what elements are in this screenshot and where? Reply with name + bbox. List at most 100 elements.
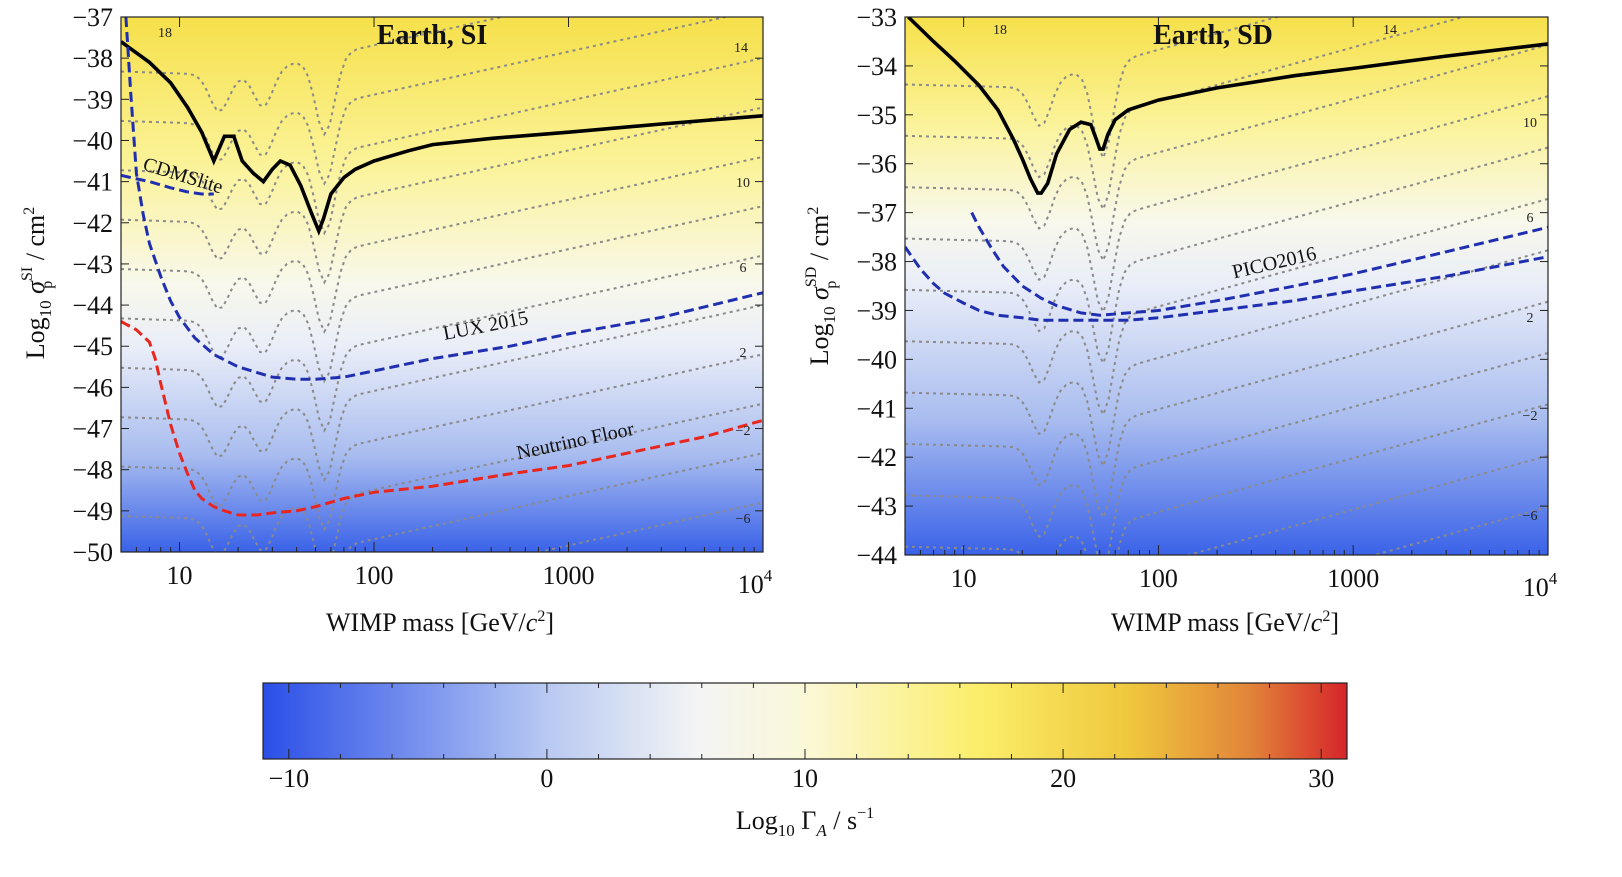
x-tick-label: 10 xyxy=(167,561,193,590)
contour-label: 14 xyxy=(734,41,748,56)
series-pico2016-lower--sd xyxy=(905,246,1548,322)
contour-line xyxy=(905,146,1548,366)
y-tick-label: −37 xyxy=(856,199,897,228)
colorbar-label: Log10 ΓA / s−1 xyxy=(736,805,874,840)
contour-label: 18 xyxy=(993,23,1007,38)
y-tick-label: −41 xyxy=(72,168,113,197)
y-tick-label: −33 xyxy=(856,3,897,32)
y-tick-label: −43 xyxy=(72,250,113,279)
series-lux-2015-si xyxy=(124,17,763,381)
contour-line xyxy=(121,155,763,334)
y-tick-label: −42 xyxy=(856,443,897,472)
contour-label: 10 xyxy=(1523,116,1537,131)
colorbar: −10 0 10 20 30 Log10 ΓA / s−1 xyxy=(262,682,1348,840)
contour-line xyxy=(345,452,763,552)
x-tick-label: 104 xyxy=(1523,569,1558,602)
series-pico2016-upper--sd xyxy=(970,211,1548,317)
panel-si: 18 14 10 6 2 −2 −6 −37 −38 −39 −40 −41 −42 −43 −44 −45… xyxy=(19,3,773,637)
y-tick-label: −38 xyxy=(72,44,113,73)
contour-line xyxy=(905,43,1548,264)
limit-curves-sd xyxy=(905,17,1548,322)
contour-line xyxy=(905,249,1548,469)
colorbar-tick-label: 0 xyxy=(540,764,553,793)
y-tick-label: −46 xyxy=(72,373,113,402)
contour-label: −6 xyxy=(736,512,751,527)
y-tick-label: −47 xyxy=(72,415,113,444)
y-tick-label: −39 xyxy=(72,85,113,114)
contour-label: −2 xyxy=(736,424,751,439)
y-tick-label: −39 xyxy=(856,296,897,325)
x-tick-label: 104 xyxy=(738,566,773,599)
y-tick-label: −49 xyxy=(72,497,113,526)
contour-line xyxy=(905,403,1548,555)
contour-line xyxy=(121,57,763,236)
y-tick-label: −35 xyxy=(856,101,897,130)
x-tick-label: 100 xyxy=(1139,564,1178,593)
y-tick-label: −50 xyxy=(72,538,113,567)
heatmap-background xyxy=(905,17,1548,555)
x-tick-label: 1000 xyxy=(1327,564,1379,593)
contour-label: −2 xyxy=(1523,409,1538,424)
plot-frame-si xyxy=(120,16,764,553)
contour-label: 14 xyxy=(1383,23,1397,38)
contour-line xyxy=(121,106,763,285)
contour-line xyxy=(121,353,763,532)
colorbar-tick-label: 30 xyxy=(1308,764,1334,793)
y-tick-label: −34 xyxy=(856,52,897,81)
contour-line xyxy=(121,254,763,433)
contour-label: 2 xyxy=(1527,311,1534,326)
plot-frame-sd xyxy=(904,16,1549,556)
title-si: Earth, SI xyxy=(377,20,487,51)
limit-curves-si xyxy=(121,17,763,517)
y-tick-label: −48 xyxy=(72,456,113,485)
colorbar-tick-label: 20 xyxy=(1050,764,1076,793)
contour-label: 2 xyxy=(740,346,747,361)
colorbar-tick-label: −10 xyxy=(268,764,309,793)
xlabel-sd: WIMP mass [GeV/c2] xyxy=(1111,608,1339,637)
xlabel-si: WIMP mass [GeV/c2] xyxy=(326,608,554,637)
ylabel-sd: Log10 σSD p / cm2 xyxy=(803,207,840,366)
contour-line xyxy=(121,17,507,137)
series-capture-equilibrium-limit-sd xyxy=(907,17,1548,195)
y-tick-label: −45 xyxy=(72,332,113,361)
contour-label: 6 xyxy=(1527,211,1534,226)
series-neutrino-floor-si xyxy=(121,320,763,517)
contour-line xyxy=(121,402,763,552)
y-tick-label: −40 xyxy=(856,345,897,374)
colorbar-gradient xyxy=(262,682,1348,760)
contour-label: 6 xyxy=(740,261,747,276)
contour-lines-si xyxy=(121,17,763,552)
x-tick-label: 100 xyxy=(355,561,394,590)
panel-sd: 18 14 10 6 2 −2 −6 −33 −34 −35 −36 −37 −38 −39 −40 −41… xyxy=(803,3,1558,637)
series-cdmslite-si xyxy=(121,173,214,196)
title-sd: Earth, SD xyxy=(1153,20,1273,51)
contour-line xyxy=(121,17,730,186)
y-tick-label: −44 xyxy=(72,291,113,320)
contour-line xyxy=(905,17,1281,161)
y-tick-label: −42 xyxy=(72,209,113,238)
y-tick-label: −43 xyxy=(856,492,897,521)
contour-line xyxy=(534,501,763,552)
contour-label: 18 xyxy=(158,26,172,41)
ylabel-si: Log10 σSIp / cm2 xyxy=(19,207,56,359)
heatmap-si xyxy=(121,17,763,552)
y-tick-label: −38 xyxy=(856,248,897,277)
contour-line xyxy=(905,352,1548,555)
colorbar-tick-label: 10 xyxy=(792,764,818,793)
contour-line xyxy=(905,300,1548,521)
contour-label: 10 xyxy=(736,176,750,191)
y-tick-label: −44 xyxy=(856,541,897,570)
contour-label: −6 xyxy=(1523,509,1538,524)
contour-line xyxy=(121,303,763,483)
series-capture-equilibrium-limit-si xyxy=(121,40,763,236)
y-tick-label: −40 xyxy=(72,126,113,155)
x-tick-label: 1000 xyxy=(543,561,595,590)
contour-line xyxy=(121,205,763,384)
y-tick-label: −41 xyxy=(856,394,897,423)
y-tick-label: −37 xyxy=(72,3,113,32)
heatmap-background xyxy=(121,17,763,552)
y-tick-label: −36 xyxy=(856,150,897,179)
contour-line xyxy=(905,197,1548,418)
contour-line xyxy=(905,95,1548,315)
